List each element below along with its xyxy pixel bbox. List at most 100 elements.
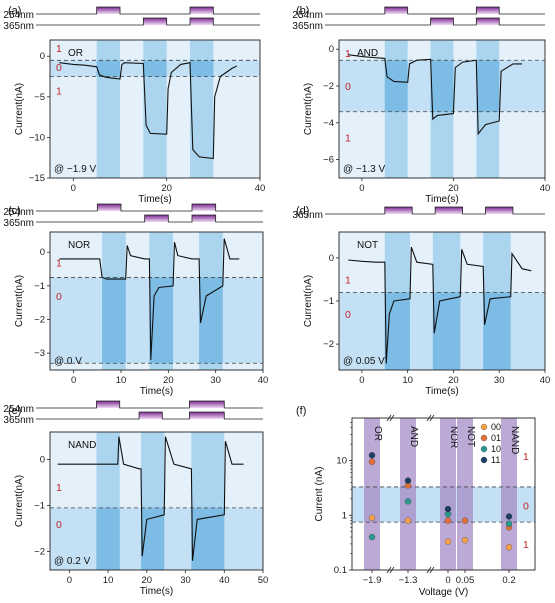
axis-break [389, 566, 395, 574]
x-tick-label: 30 [210, 375, 221, 386]
data-point [444, 538, 452, 545]
bias-condition: @ −1.9 V [54, 164, 96, 175]
x-tick-label: 40 [255, 183, 266, 194]
gate-name: NOT [357, 240, 378, 251]
illumination-window [102, 232, 126, 370]
gate-column [440, 418, 456, 570]
x-tick-label: 0 [71, 375, 76, 386]
signal-trace [36, 400, 263, 409]
light-pulse [384, 7, 408, 14]
logic-level-label: 1 [345, 274, 351, 286]
light-pulse [96, 401, 120, 408]
light-pulse [139, 412, 163, 419]
light-pulse [189, 401, 225, 408]
illumination-window-core [96, 60, 120, 77]
y-tick-label: 0 [329, 44, 334, 55]
y-tick-label: −2 [34, 315, 45, 326]
logic-level-label: 1 [523, 539, 529, 551]
x-tick-label: 20 [161, 183, 172, 194]
logic-level-label: 0 [523, 501, 529, 513]
light-pulse [485, 207, 513, 214]
illumination-window [190, 40, 214, 178]
gate-name: NAND [68, 440, 96, 451]
gate-column-label: NOR [448, 426, 459, 448]
y-tick-label: −2 [323, 339, 334, 350]
illumination-window [149, 232, 174, 370]
axis-break [429, 566, 435, 574]
legend-label: 11 [491, 455, 500, 465]
logic-level-label: 1 [56, 257, 62, 269]
signal-trace [36, 214, 263, 223]
illumination-window [96, 40, 120, 178]
data-point [404, 477, 412, 484]
logic-level-label: 0 [56, 291, 62, 303]
y-tick-label: −2 [323, 81, 334, 92]
signal-trace [325, 17, 545, 26]
panel-label: (f) [296, 405, 306, 417]
signal-name-1: 365nm [3, 218, 34, 229]
panel-label: (c) [8, 205, 21, 217]
x-tick-label: −1.9 [363, 575, 382, 586]
logic-level-label: 0 [56, 62, 62, 74]
legend-marker [480, 434, 488, 442]
x-tick-label: 30 [494, 375, 505, 386]
y-axis-label: Current(nA) [14, 475, 25, 527]
bias-condition: @ 0.2 V [54, 556, 91, 567]
data-point [461, 537, 469, 544]
legend-label: 10 [491, 444, 501, 454]
y-tick-label: −2 [34, 547, 45, 558]
x-axis-label: Time(s) [138, 194, 172, 205]
signal-trace [325, 6, 545, 15]
logic-level-label: 1 [56, 85, 62, 97]
illumination-window [483, 232, 511, 370]
current-trace [348, 54, 523, 136]
legend-label: 01 [491, 433, 501, 443]
y-tick-label: 0 [40, 247, 45, 258]
y-tick-label: 0.1 [334, 565, 347, 576]
x-tick-label: 10 [103, 575, 114, 586]
light-pulse [97, 204, 121, 211]
data-point [404, 498, 412, 505]
bias-condition: @ −1.3 V [343, 164, 385, 175]
axis-break [386, 566, 392, 574]
light-pulse [430, 18, 454, 25]
illumination-window-core [149, 277, 174, 364]
light-pulse [143, 18, 167, 25]
x-tick-label: 0 [67, 575, 72, 586]
plot-frame [49, 431, 264, 571]
logic-level-label: 1 [56, 482, 62, 494]
illumination-window [199, 232, 223, 370]
illumination-window-core [102, 277, 126, 364]
gate-column [400, 418, 416, 570]
axis-break [426, 414, 432, 422]
gate-column-label: NAND [509, 426, 520, 454]
y-tick-label: 0 [329, 253, 334, 264]
y-axis-label: Current(nA) [303, 83, 314, 135]
signal-name-0: 365nm [292, 210, 323, 221]
bias-condition: @ 0.05 V [343, 356, 385, 367]
x-tick-label: 10 [116, 375, 127, 386]
axis-break [386, 414, 392, 422]
axis-break [429, 414, 435, 422]
light-pulse [144, 215, 169, 222]
signal-name-1: 365nm [3, 415, 34, 426]
gate-column-label: NOT [465, 426, 476, 447]
y-tick-label: 0 [40, 455, 45, 466]
signal-name-0: 254nm [3, 10, 34, 21]
data-point [461, 517, 469, 524]
illumination-window-core [191, 507, 225, 570]
x-tick-label: 0 [359, 375, 364, 386]
light-pulse [435, 207, 463, 214]
y-axis-label: Current (nA) [314, 466, 325, 521]
light-pulse [476, 18, 500, 25]
data-point [444, 517, 452, 524]
y-tick-label: −5 [34, 92, 45, 103]
data-point [368, 514, 376, 521]
data-point [505, 520, 513, 527]
light-pulse [476, 7, 500, 14]
illumination-window-core [476, 60, 500, 112]
axis-break [426, 566, 432, 574]
x-tick-label: 0 [71, 183, 76, 194]
data-point [505, 544, 513, 551]
x-axis-label: Time(s) [140, 586, 174, 597]
